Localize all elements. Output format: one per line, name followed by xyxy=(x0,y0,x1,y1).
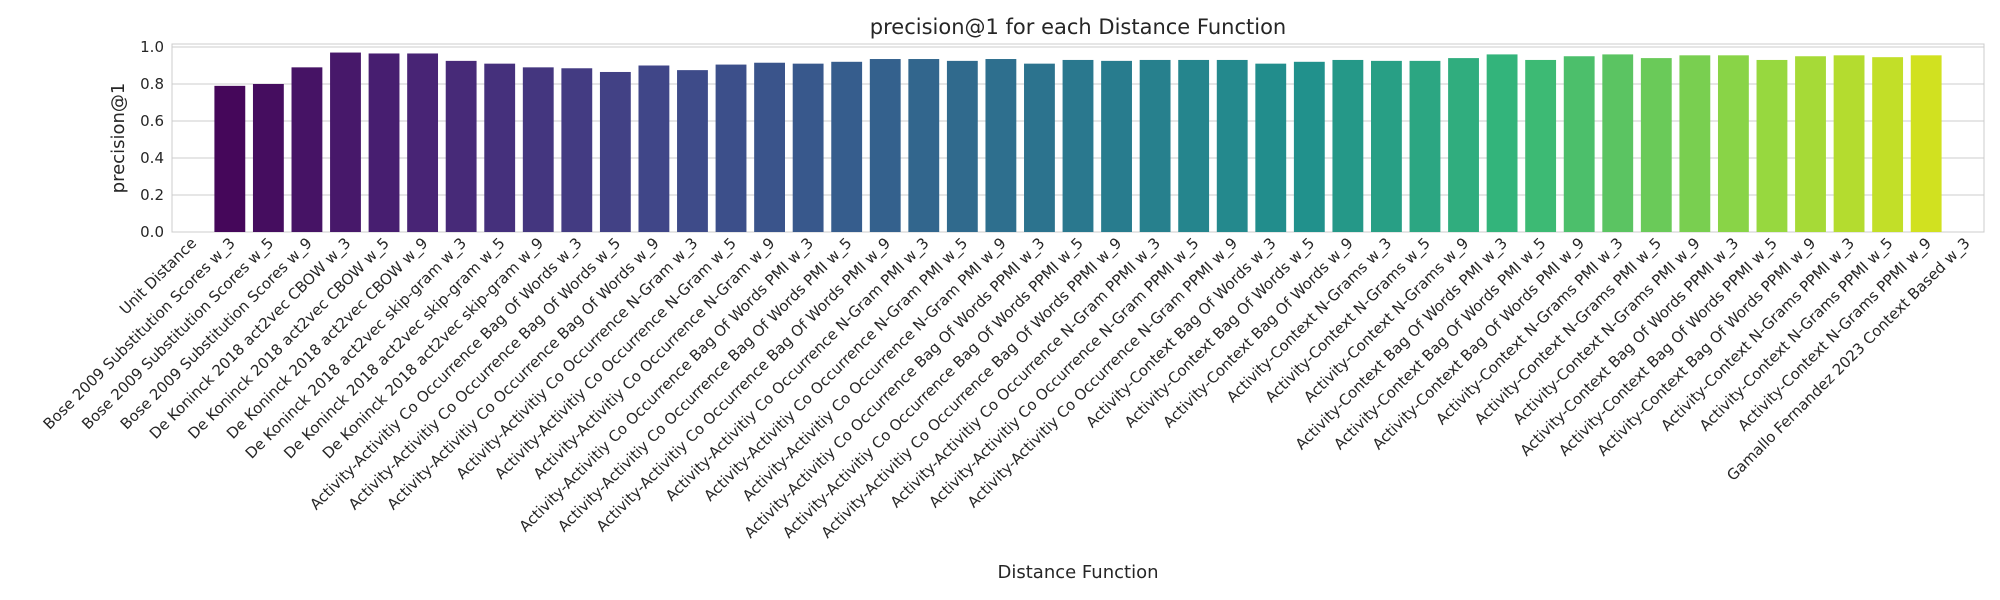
bar xyxy=(1486,54,1518,233)
bar xyxy=(1640,58,1672,232)
bar xyxy=(252,84,284,232)
bar xyxy=(792,63,824,233)
bar xyxy=(561,68,593,233)
bar xyxy=(754,62,785,232)
y-tick-label: 1.0 xyxy=(140,38,164,56)
y-tick-label: 0.6 xyxy=(140,112,164,130)
bar xyxy=(715,64,747,232)
bar xyxy=(1409,60,1441,232)
bar xyxy=(869,59,901,233)
bar xyxy=(908,59,940,233)
bar xyxy=(1717,55,1749,233)
bar xyxy=(407,53,439,232)
bar xyxy=(1216,59,1248,233)
bar xyxy=(1910,55,1942,233)
bar xyxy=(1062,59,1094,233)
bar xyxy=(1371,60,1402,232)
y-tick-label: 0.0 xyxy=(140,223,164,241)
bar xyxy=(1332,59,1364,233)
bar xyxy=(1448,58,1479,232)
bar xyxy=(291,67,323,232)
bar xyxy=(1679,55,1711,233)
bar xyxy=(1525,59,1557,233)
bars xyxy=(214,52,1942,233)
bar xyxy=(445,60,477,232)
bar xyxy=(1756,59,1788,233)
y-axis-title: precision@1 xyxy=(108,83,129,194)
bar xyxy=(831,61,863,232)
bar xyxy=(985,59,1017,233)
y-tick-label: 0.2 xyxy=(140,186,164,204)
bar xyxy=(330,52,361,232)
bar xyxy=(368,53,400,232)
bar xyxy=(522,67,554,232)
x-axis-title: Distance Function xyxy=(998,562,1159,583)
bar xyxy=(1024,63,1055,233)
bar xyxy=(1255,63,1287,233)
bar xyxy=(1602,54,1634,233)
y-tick-labels: 0.0 0.2 0.4 0.6 0.8 1.0 xyxy=(140,38,164,241)
bar xyxy=(1139,59,1171,233)
bar xyxy=(1293,61,1325,232)
bar xyxy=(214,85,246,232)
bar xyxy=(1563,56,1595,232)
bar xyxy=(1178,59,1210,233)
bar xyxy=(677,70,708,232)
y-tick-label: 0.8 xyxy=(140,75,164,93)
bar xyxy=(1833,55,1865,233)
bar xyxy=(1101,60,1132,232)
bar xyxy=(638,65,670,232)
bar xyxy=(1872,57,1904,232)
chart-title: precision@1 for each Distance Function xyxy=(870,15,1286,39)
bar xyxy=(599,71,631,232)
bar xyxy=(946,60,978,232)
y-tick-label: 0.4 xyxy=(140,149,164,167)
bar xyxy=(484,63,516,233)
bar xyxy=(1795,56,1826,232)
